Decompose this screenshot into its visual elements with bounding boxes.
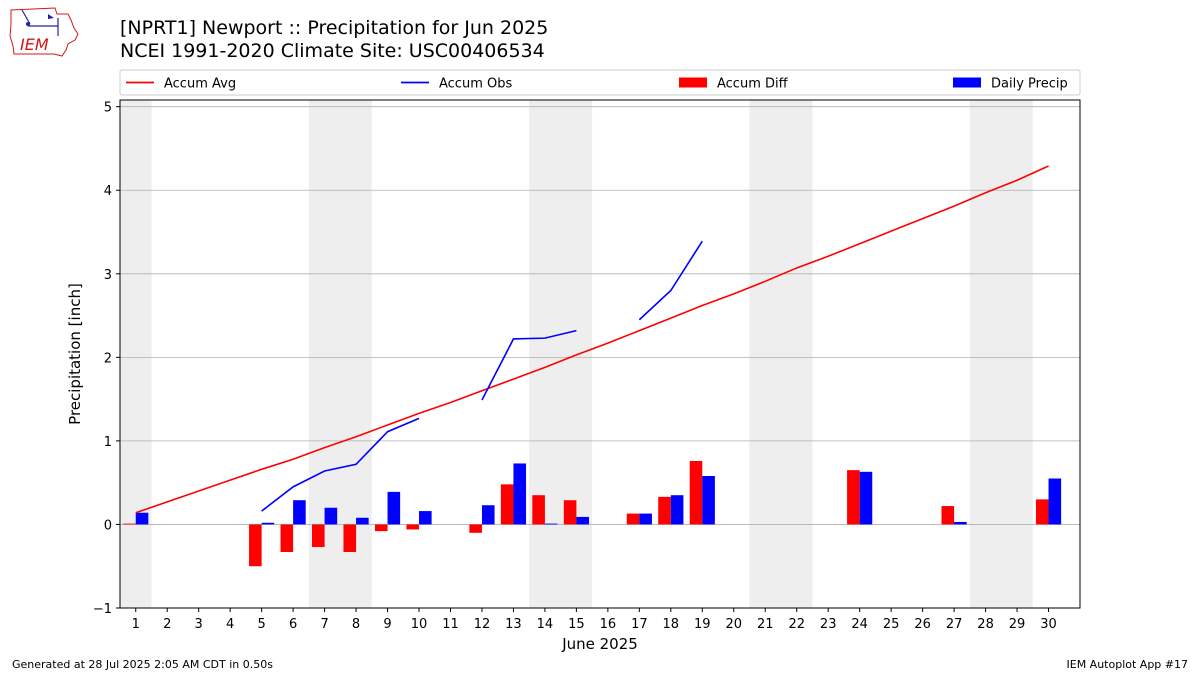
x-tick-label: 14	[537, 617, 554, 632]
daily-precip-bar	[670, 495, 684, 525]
x-tick-label: 11	[442, 617, 459, 632]
daily-precip-bar	[387, 491, 401, 525]
daily-precip-bar	[356, 517, 369, 525]
weekend-band	[969, 100, 1033, 608]
x-tick-label: 8	[352, 617, 360, 632]
legend-label: Accum Avg	[164, 77, 236, 92]
x-tick-label: 24	[851, 617, 868, 632]
x-tick-label: 23	[820, 617, 837, 632]
accum-diff-bar	[280, 524, 294, 553]
x-tick-label: 2	[163, 617, 171, 632]
daily-precip-bar	[324, 507, 338, 525]
daily-precip-bar	[513, 463, 527, 525]
legend-label: Accum Obs	[439, 77, 512, 92]
x-tick-label: 13	[505, 617, 522, 632]
logo-text: IEM	[20, 35, 49, 54]
y-tick-label: 4	[104, 184, 112, 199]
accum-obs-line	[638, 240, 703, 321]
legend-box	[119, 69, 1081, 96]
daily-precip-bar	[639, 513, 652, 525]
x-tick-label: 7	[320, 617, 328, 632]
legend-label: Accum Diff	[717, 77, 789, 92]
daily-precip-bar	[544, 523, 558, 525]
y-tick-label: −1	[93, 602, 112, 617]
chart-subtitle: NCEI 1991-2020 Climate Site: USC00406534	[120, 40, 545, 62]
daily-precip-bar	[702, 475, 715, 525]
x-tick-label: 4	[226, 617, 234, 632]
x-tick-label: 27	[946, 617, 963, 632]
weekend-band	[529, 100, 593, 608]
y-tick-label: 3	[104, 268, 112, 283]
accum-diff-bar	[941, 506, 955, 525]
accum-diff-bar	[312, 524, 325, 548]
legend-swatch-bar	[953, 77, 981, 88]
x-tick-label: 3	[195, 617, 203, 632]
accum-obs-line	[261, 417, 420, 512]
daily-precip-bar	[135, 512, 149, 525]
accum-diff-bar	[1035, 499, 1049, 525]
accum-obs-line	[481, 329, 577, 401]
daily-precip-bar	[261, 522, 275, 525]
legend-swatch-bar	[679, 77, 707, 88]
x-tick-label: 12	[474, 617, 491, 632]
app-label: IEM Autoplot App #17	[1066, 658, 1189, 671]
accum-diff-bar	[406, 524, 420, 530]
y-tick-label: 5	[104, 101, 112, 116]
x-tick-label: 29	[1009, 617, 1026, 632]
x-tick-label: 10	[411, 617, 428, 632]
daily-precip-bar	[954, 521, 967, 525]
daily-precip-bar	[1048, 478, 1062, 525]
y-tick-label: 2	[104, 351, 112, 366]
y-tick-label: 0	[104, 518, 112, 533]
x-tick-label: 21	[757, 617, 774, 632]
accum-diff-bar	[500, 484, 514, 525]
plot-frame	[119, 99, 1081, 609]
x-tick-label: 6	[289, 617, 297, 632]
daily-precip-bar	[859, 471, 873, 525]
accum-avg-line	[135, 165, 1049, 514]
daily-precip-bar	[293, 500, 306, 525]
daily-precip-bar	[419, 511, 432, 525]
x-tick-label: 17	[631, 617, 648, 632]
x-tick-label: 30	[1040, 617, 1057, 632]
accum-diff-bar	[847, 470, 860, 525]
accum-diff-bar	[626, 513, 640, 525]
x-tick-label: 19	[694, 617, 711, 632]
generated-timestamp: Generated at 28 Jul 2025 2:05 AM CDT in …	[12, 658, 273, 671]
accum-diff-bar	[374, 524, 388, 532]
x-tick-label: 28	[977, 617, 994, 632]
x-tick-label: 16	[600, 617, 617, 632]
x-tick-label: 22	[788, 617, 805, 632]
accum-diff-bar	[689, 460, 703, 525]
legend-label: Daily Precip	[991, 77, 1068, 92]
x-tick-label: 25	[883, 617, 900, 632]
x-axis-label: June 2025	[561, 635, 638, 653]
accum-diff-bar	[563, 500, 577, 525]
accum-diff-bar	[249, 524, 262, 567]
y-axis-label: Precipitation [inch]	[66, 283, 84, 425]
accum-diff-bar	[532, 495, 545, 525]
x-tick-label: 20	[725, 617, 742, 632]
weekend-band	[120, 100, 152, 608]
x-tick-label: 26	[914, 617, 931, 632]
iem-logo: IEM	[9, 7, 79, 57]
weekend-band	[749, 100, 813, 608]
x-tick-label: 5	[257, 617, 265, 632]
accum-diff-bar	[658, 496, 671, 525]
daily-precip-bar	[481, 505, 495, 525]
x-tick-label: 18	[663, 617, 680, 632]
y-tick-label: 1	[104, 435, 112, 450]
accum-diff-bar	[469, 524, 482, 533]
accum-diff-bar	[343, 524, 357, 553]
x-tick-label: 1	[132, 617, 140, 632]
accum-diff-bar	[123, 523, 136, 525]
chart-title: [NPRT1] Newport :: Precipitation for Jun…	[120, 17, 549, 39]
x-tick-label: 9	[383, 617, 391, 632]
daily-precip-bar	[576, 516, 589, 525]
x-tick-label: 15	[568, 617, 585, 632]
